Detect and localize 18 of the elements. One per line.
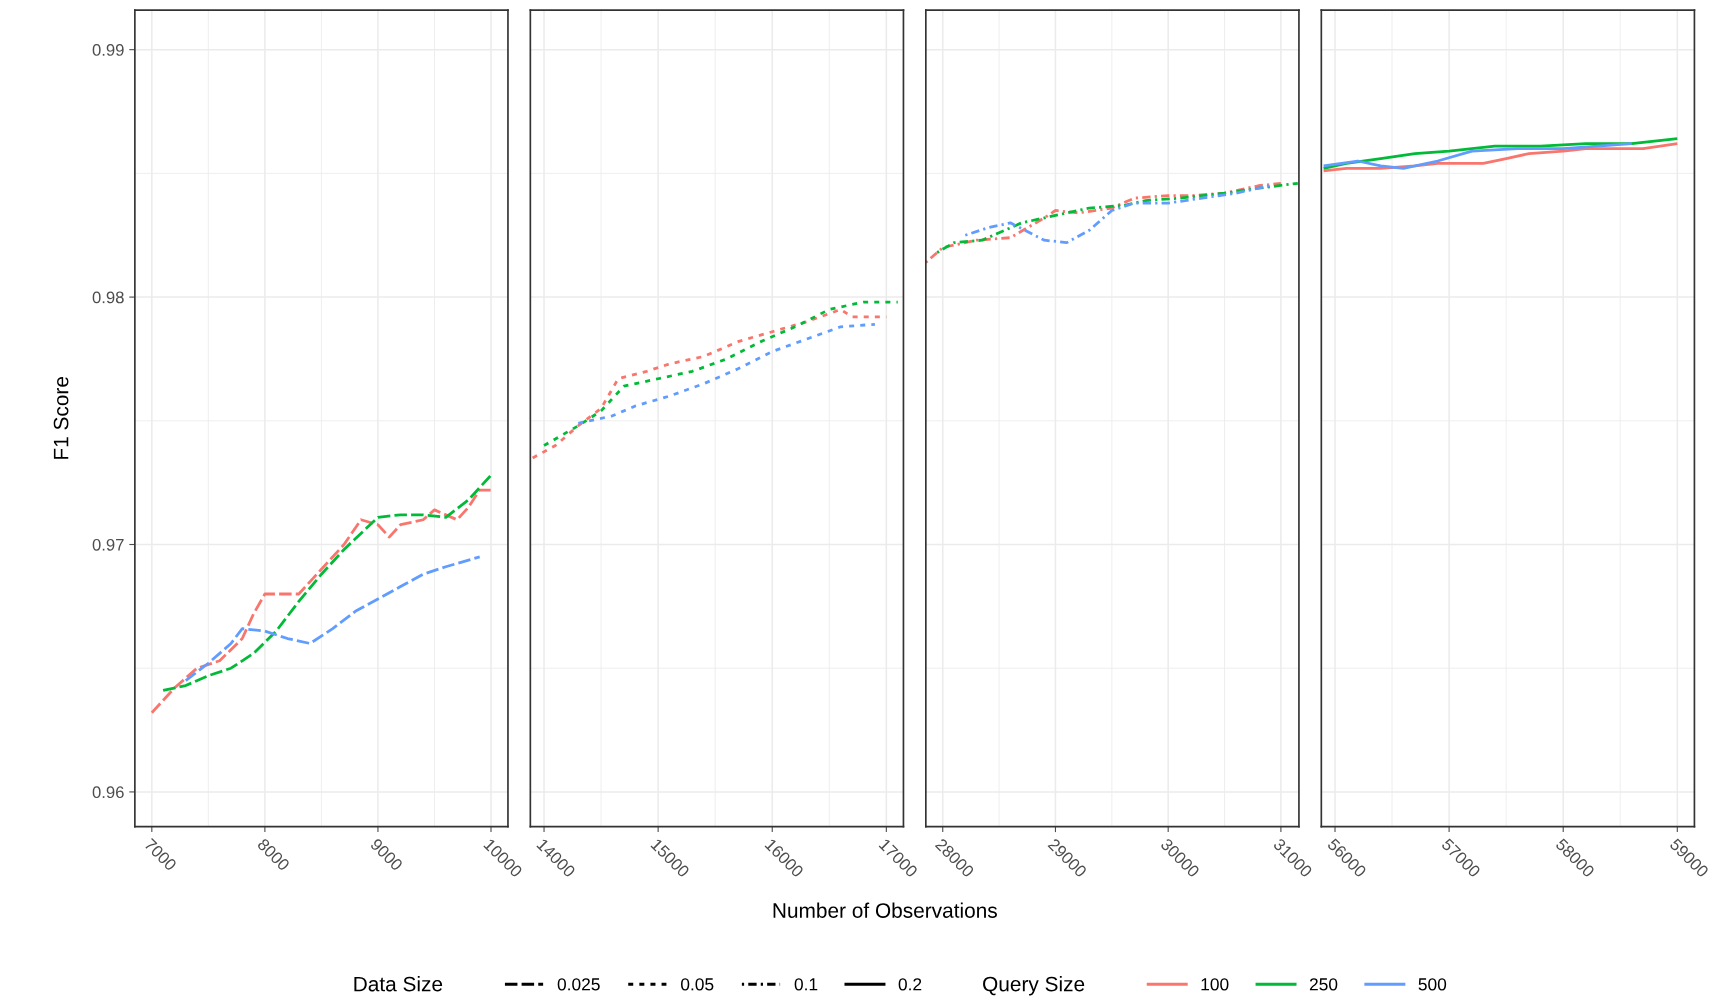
line-series <box>161 473 493 692</box>
text: 0.2 <box>898 978 922 991</box>
line-series <box>184 555 482 682</box>
x-axis-title: Number of Observations <box>773 902 997 918</box>
y-tick-label: 0.99 <box>92 44 124 56</box>
y-tick-label: 0.98 <box>92 291 124 304</box>
y-tick-label: 0.97 <box>92 538 124 551</box>
legend-title: Query Size <box>983 976 1085 996</box>
legend-label: 500 <box>1418 978 1447 991</box>
y-tick-label: 0.96 <box>92 786 124 799</box>
y-axis-title: F1 Score <box>53 376 69 459</box>
legend-title: Data Size <box>354 976 443 992</box>
line-series <box>150 488 493 715</box>
legend-label: 250 <box>1309 978 1338 991</box>
legend-label: 100 <box>1201 978 1229 991</box>
text: 0.05 <box>681 978 714 991</box>
text: 0.025 <box>557 978 600 991</box>
text: 0.1 <box>794 978 818 991</box>
